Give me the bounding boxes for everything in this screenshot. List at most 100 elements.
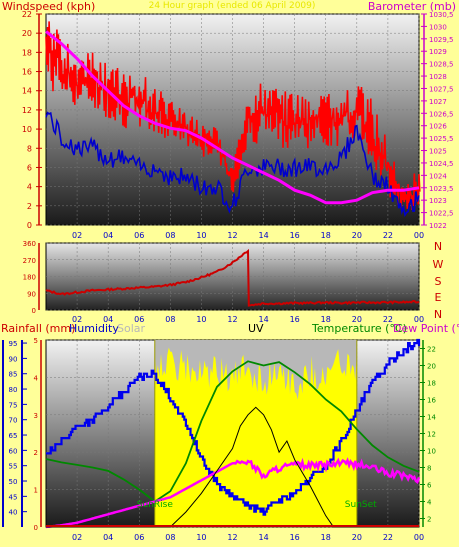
y-tick-label: 1030,5 (429, 11, 454, 19)
uv-tick-label: 3 (34, 412, 38, 420)
x-tick-label: 14 (258, 231, 268, 240)
x-tick-label: 12 (227, 533, 237, 542)
y-tick-label: 1028,5 (429, 61, 454, 69)
y-tick-label: 1029,5 (429, 36, 454, 44)
y-tick-label: 1030 (429, 23, 447, 31)
x-tick-label: 10 (196, 315, 206, 324)
dewpoint-axis-label: Dew Point (°C) (393, 322, 459, 335)
series-direction (45, 248, 420, 307)
humidity-tick-label: 75 (9, 401, 18, 409)
humidity-tick-label: 45 (9, 493, 18, 501)
temperature-tick-label: 12 (427, 431, 436, 439)
y-tick-label: 1027 (429, 98, 447, 106)
x-tick-label: 16 (290, 231, 300, 240)
uv-axis-label: UV (248, 322, 264, 335)
humidity-tick-label: 85 (9, 371, 18, 379)
humidity-tick-label: 95 (9, 340, 18, 348)
x-tick-label: 00 (414, 231, 424, 240)
uv-tick-label: 1 (34, 487, 38, 495)
x-tick-label: 00 (414, 315, 424, 324)
solar-axis-label: Solar (117, 322, 146, 335)
x-tick-label: 00 (414, 533, 424, 542)
y-tick-label: 1028 (429, 73, 447, 81)
x-tick-label: 22 (383, 231, 393, 240)
y-tick-label: 1024,5 (429, 160, 454, 168)
x-tick-label: 04 (103, 315, 113, 324)
y-tick-label: 8 (27, 144, 32, 153)
temperature-tick-label: 8 (427, 465, 431, 473)
x-tick-label: 14 (258, 533, 268, 542)
temperature-tick-label: 20 (427, 363, 436, 371)
y-tick-label: 1029 (429, 48, 447, 56)
x-tick-label: 20 (352, 533, 362, 542)
temperature-tick-label: 2 (427, 516, 431, 524)
x-tick-label: 22 (383, 315, 393, 324)
compass-s: S (435, 275, 442, 288)
y-tick-label: 1022,5 (429, 210, 454, 218)
humidity-tick-label: 90 (9, 355, 18, 363)
y-tick-label: 12 (22, 106, 32, 115)
humidity-tick-label: 65 (9, 432, 18, 440)
temperature-tick-label: 18 (427, 380, 436, 388)
compass-labels: N W S E N (433, 240, 444, 321)
y-tick-label: 1023,5 (429, 185, 454, 193)
humidity-tick-label: 70 (9, 417, 18, 425)
y-tick-label: 22 (22, 10, 32, 19)
uv-tick-label: 5 (34, 337, 38, 345)
series-gust (45, 21, 421, 210)
y-tick-label: 0 (27, 221, 32, 230)
temperature-tick-label: 16 (427, 397, 436, 405)
y-tick-label: 1026 (429, 123, 447, 131)
temperature-tick-label: 6 (427, 482, 432, 490)
x-tick-label: 12 (227, 315, 237, 324)
x-tick-label: 22 (383, 533, 393, 542)
y-tick-label: 0 (32, 307, 36, 315)
x-tick-label: 12 (227, 231, 237, 240)
series-temperature (45, 360, 420, 503)
y-tick-label: 10 (22, 125, 32, 134)
x-tick-label: 02 (72, 533, 82, 542)
y-tick-label: 1027,5 (429, 85, 454, 93)
compass-w: W (433, 258, 444, 271)
y-tick-label: 1026,5 (429, 110, 454, 118)
compass-n-bottom: N (434, 308, 442, 321)
y-tick-label: 360 (23, 240, 36, 248)
y-tick-label: 16 (22, 68, 32, 77)
uv-tick-label: 2 (34, 449, 38, 457)
x-tick-label: 20 (352, 315, 362, 324)
y-tick-label: 1023 (429, 197, 447, 205)
y-tick-label: 1024 (429, 172, 447, 180)
y-tick-label: 1025 (429, 148, 447, 156)
y-tick-label: 90 (27, 290, 36, 298)
y-tick-label: 18 (22, 48, 32, 57)
x-tick-label: 20 (352, 231, 362, 240)
x-tick-label: 18 (321, 533, 331, 542)
compass-n-top: N (434, 240, 442, 253)
graph-title: 24 Hour graph (ended 06 April 2009) (149, 1, 316, 11)
temperature-tick-label: 10 (427, 448, 436, 456)
sunset-label: SunSet (345, 500, 377, 510)
humidity-tick-label: 60 (9, 447, 18, 455)
humidity-tick-label: 55 (9, 463, 18, 471)
x-tick-label: 04 (103, 231, 113, 240)
barometer-axis-label: Barometer (mb) (368, 0, 456, 13)
sunrise-label: SunRise (137, 500, 174, 510)
temperature-tick-label: 22 (427, 346, 436, 354)
temperature-axis-label: Temperature (°C) (311, 322, 407, 335)
series-barometer (45, 30, 420, 205)
x-tick-label: 16 (290, 315, 300, 324)
humidity-tick-label: 40 (9, 509, 18, 517)
x-tick-label: 06 (134, 315, 144, 324)
x-tick-label: 18 (321, 315, 331, 324)
y-tick-label: 2 (27, 202, 32, 211)
temperature-tick-label: 14 (427, 414, 436, 422)
compass-e: E (435, 291, 442, 304)
solar-spikes (154, 340, 357, 400)
x-tick-label: 06 (134, 533, 144, 542)
x-tick-label: 02 (72, 231, 82, 240)
y-tick-label: 20 (22, 29, 32, 38)
x-tick-label: 08 (165, 315, 175, 324)
humidity-tick-label: 80 (9, 386, 18, 394)
x-tick-label: 08 (165, 533, 175, 542)
x-tick-label: 08 (165, 231, 175, 240)
